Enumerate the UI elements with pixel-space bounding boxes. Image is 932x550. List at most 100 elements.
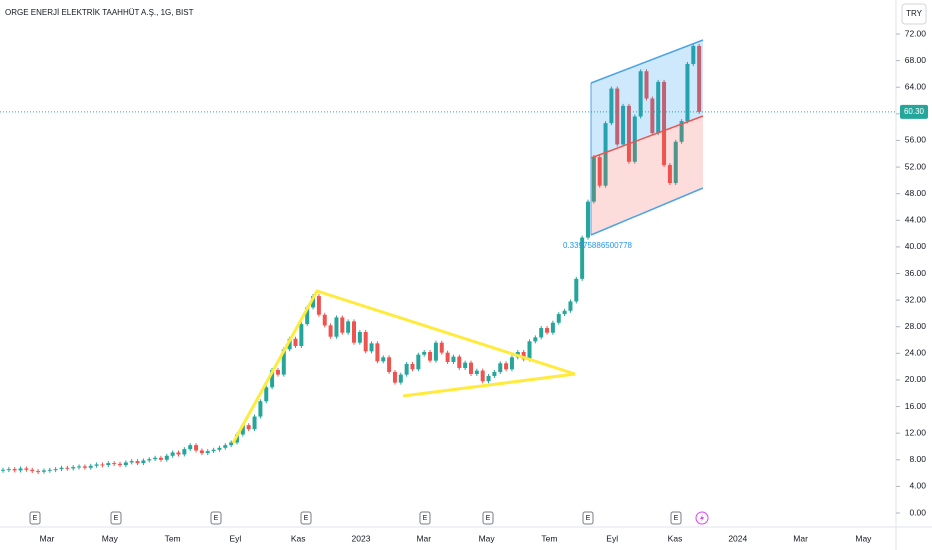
candle bbox=[556, 314, 561, 323]
candle bbox=[375, 343, 380, 362]
y-tick-label: 48.00 bbox=[905, 188, 927, 198]
candle bbox=[685, 63, 690, 122]
candles bbox=[1, 43, 702, 475]
candle bbox=[199, 450, 204, 454]
candle bbox=[223, 445, 228, 448]
candle bbox=[240, 425, 245, 435]
candle bbox=[463, 362, 468, 368]
candle bbox=[562, 310, 567, 315]
x-tick-label: Kas bbox=[291, 533, 306, 543]
candle bbox=[328, 325, 333, 337]
x-tick-label: Tem bbox=[165, 533, 181, 543]
candle bbox=[41, 470, 46, 472]
candle bbox=[586, 201, 590, 238]
event[interactable]: E bbox=[423, 515, 428, 522]
y-tick-label: 28.00 bbox=[905, 321, 927, 331]
candle bbox=[445, 352, 450, 362]
candle bbox=[316, 296, 321, 315]
candle bbox=[141, 460, 146, 464]
candle bbox=[363, 332, 368, 352]
candle bbox=[176, 452, 181, 455]
channel-lower bbox=[591, 116, 703, 235]
y-tick-label: 44.00 bbox=[905, 215, 927, 225]
candle bbox=[369, 343, 374, 352]
event[interactable]: E bbox=[674, 515, 679, 522]
candle bbox=[615, 88, 620, 145]
candle bbox=[153, 457, 158, 460]
candle bbox=[597, 157, 602, 186]
candle bbox=[574, 278, 579, 302]
candle bbox=[621, 105, 626, 145]
candle bbox=[539, 328, 544, 338]
x-tick-label: Mar bbox=[416, 533, 431, 543]
candle bbox=[404, 363, 409, 375]
candle bbox=[492, 371, 497, 376]
channel-upper bbox=[591, 40, 703, 158]
candle bbox=[30, 469, 35, 472]
candle bbox=[229, 442, 234, 446]
event[interactable]: E bbox=[33, 515, 38, 522]
candle bbox=[258, 401, 263, 417]
candle bbox=[281, 349, 286, 375]
candle bbox=[662, 81, 667, 166]
candle bbox=[311, 296, 316, 308]
y-tick-label: 16.00 bbox=[905, 401, 927, 411]
candle bbox=[147, 459, 152, 461]
candle bbox=[340, 317, 345, 333]
candle bbox=[387, 357, 392, 372]
candle bbox=[346, 321, 351, 333]
candle bbox=[533, 337, 538, 342]
currency-button[interactable] bbox=[901, 3, 927, 25]
candle bbox=[94, 464, 99, 466]
candle bbox=[135, 461, 140, 464]
candle bbox=[182, 449, 187, 455]
candle bbox=[498, 363, 503, 372]
candle bbox=[527, 341, 532, 360]
candle bbox=[82, 466, 87, 468]
candle bbox=[416, 354, 421, 370]
x-tick-label: Tem bbox=[541, 533, 557, 543]
event[interactable]: E bbox=[114, 515, 119, 522]
currency[interactable]: TRY bbox=[906, 9, 923, 18]
candle bbox=[118, 463, 122, 466]
candle bbox=[480, 370, 485, 382]
y-tick-label: 56.00 bbox=[905, 135, 927, 145]
candle bbox=[59, 467, 64, 470]
candle bbox=[545, 328, 550, 333]
candle bbox=[170, 452, 175, 456]
candle bbox=[1, 469, 5, 471]
candle bbox=[47, 469, 52, 471]
candle bbox=[6, 469, 11, 471]
last-price-label: 60.30 bbox=[904, 107, 925, 116]
candle bbox=[100, 464, 105, 466]
events: E E E E E E E E bbox=[29, 511, 709, 525]
candle bbox=[439, 342, 444, 353]
candle bbox=[474, 370, 479, 374]
candle bbox=[673, 141, 678, 184]
x-tick-label: Mar bbox=[793, 533, 808, 543]
y-tick-label: 4.00 bbox=[909, 481, 926, 491]
event[interactable]: E bbox=[304, 515, 309, 522]
event[interactable]: E bbox=[214, 515, 219, 522]
event[interactable]: E bbox=[586, 515, 591, 522]
candle bbox=[626, 105, 631, 162]
candle bbox=[550, 322, 555, 333]
candle bbox=[451, 356, 456, 362]
candle bbox=[656, 81, 661, 134]
candle bbox=[580, 237, 585, 279]
candle bbox=[609, 88, 614, 124]
event[interactable]: E bbox=[486, 515, 491, 522]
y-tick-label: 72.00 bbox=[905, 28, 927, 38]
y-tick-label: 52.00 bbox=[905, 161, 927, 171]
candle bbox=[211, 449, 216, 452]
x-tick-label: May bbox=[102, 533, 119, 543]
candle bbox=[71, 467, 76, 469]
channel-mid bbox=[590, 115, 704, 159]
candle bbox=[299, 324, 304, 347]
candle bbox=[264, 387, 269, 402]
candle bbox=[129, 461, 134, 463]
x-tick-label: Mar bbox=[40, 533, 55, 543]
candle bbox=[12, 469, 17, 471]
candle bbox=[106, 463, 111, 466]
candle bbox=[334, 317, 339, 337]
